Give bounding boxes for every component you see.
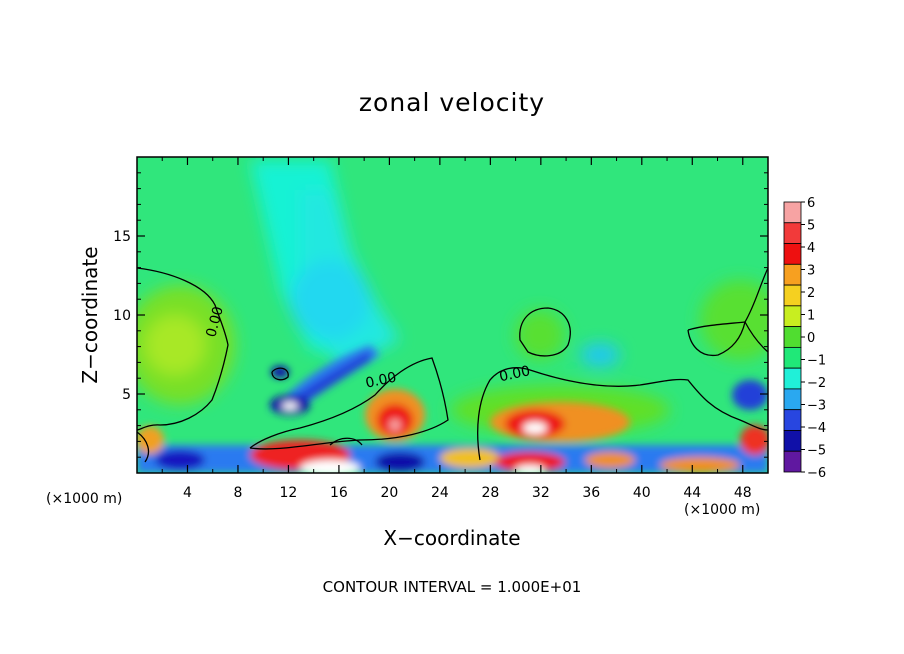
- colorbar-label: −5: [807, 444, 826, 459]
- colorbar-swatch: [783, 388, 802, 411]
- colorbar-swatch: [783, 450, 802, 473]
- x-tick-label: 40: [633, 485, 651, 501]
- colorbar-label: 6: [807, 196, 815, 211]
- y-tick-label: 10: [113, 308, 131, 324]
- colorbar-label: 3: [807, 264, 815, 279]
- x-tick-label: 8: [233, 485, 242, 501]
- colorbar-label: 1: [807, 309, 815, 324]
- x-tick-label: 28: [481, 485, 499, 501]
- x-tick-label: 4: [183, 485, 192, 501]
- colorbar-swatch: [783, 409, 802, 431]
- colorbar-swatch: [783, 346, 802, 369]
- colorbar-swatch: [783, 263, 802, 286]
- x-tick-label: 32: [532, 485, 550, 501]
- x-unit-right: (×1000 m): [684, 502, 761, 518]
- y-tick-label: 5: [122, 387, 131, 403]
- contour-label: 0.00: [364, 370, 398, 392]
- colorbar-swatch: [783, 367, 802, 390]
- x-tick-label: 24: [431, 485, 449, 501]
- colorbar-label: −1: [807, 354, 826, 369]
- x-tick-label: 36: [582, 485, 600, 501]
- contour-label: 0.00: [498, 363, 532, 385]
- colorbar-label: 0: [807, 331, 815, 346]
- colorbar-swatch: [783, 430, 802, 452]
- colorbar-label: −4: [807, 421, 826, 436]
- contour-interval: CONTOUR INTERVAL = 1.000E+01: [322, 578, 582, 596]
- y-tick-label: 15: [113, 229, 131, 245]
- colorbar-swatch: [783, 326, 802, 348]
- contour-label: 0.00: [203, 305, 227, 339]
- colorbar-label: −3: [807, 399, 826, 414]
- velocity-field: [137, 157, 768, 473]
- colorbar-swatch: [783, 201, 802, 224]
- x-tick-label: 48: [734, 485, 752, 501]
- colorbar-label: −6: [807, 466, 826, 481]
- colorbar-swatch: [783, 243, 802, 265]
- colorbar-swatch: [783, 222, 802, 244]
- x-tick-label: 16: [330, 485, 348, 501]
- y-axis-label: Z−coordinate: [78, 246, 102, 384]
- colorbar-label: 2: [807, 286, 815, 301]
- colorbar-swatch: [783, 305, 802, 328]
- x-unit-left: (×1000 m): [46, 491, 123, 507]
- colorbar-label: 5: [807, 219, 815, 234]
- x-axis-label: X−coordinate: [383, 526, 521, 550]
- chart-title: zonal velocity: [358, 88, 546, 117]
- x-tick-label: 12: [280, 485, 298, 501]
- colorbar-label: 4: [807, 241, 815, 256]
- x-tick-label: 44: [683, 485, 701, 501]
- colorbar-swatch: [783, 284, 802, 307]
- x-tick-label: 20: [380, 485, 398, 501]
- colorbar-label: −2: [807, 376, 826, 391]
